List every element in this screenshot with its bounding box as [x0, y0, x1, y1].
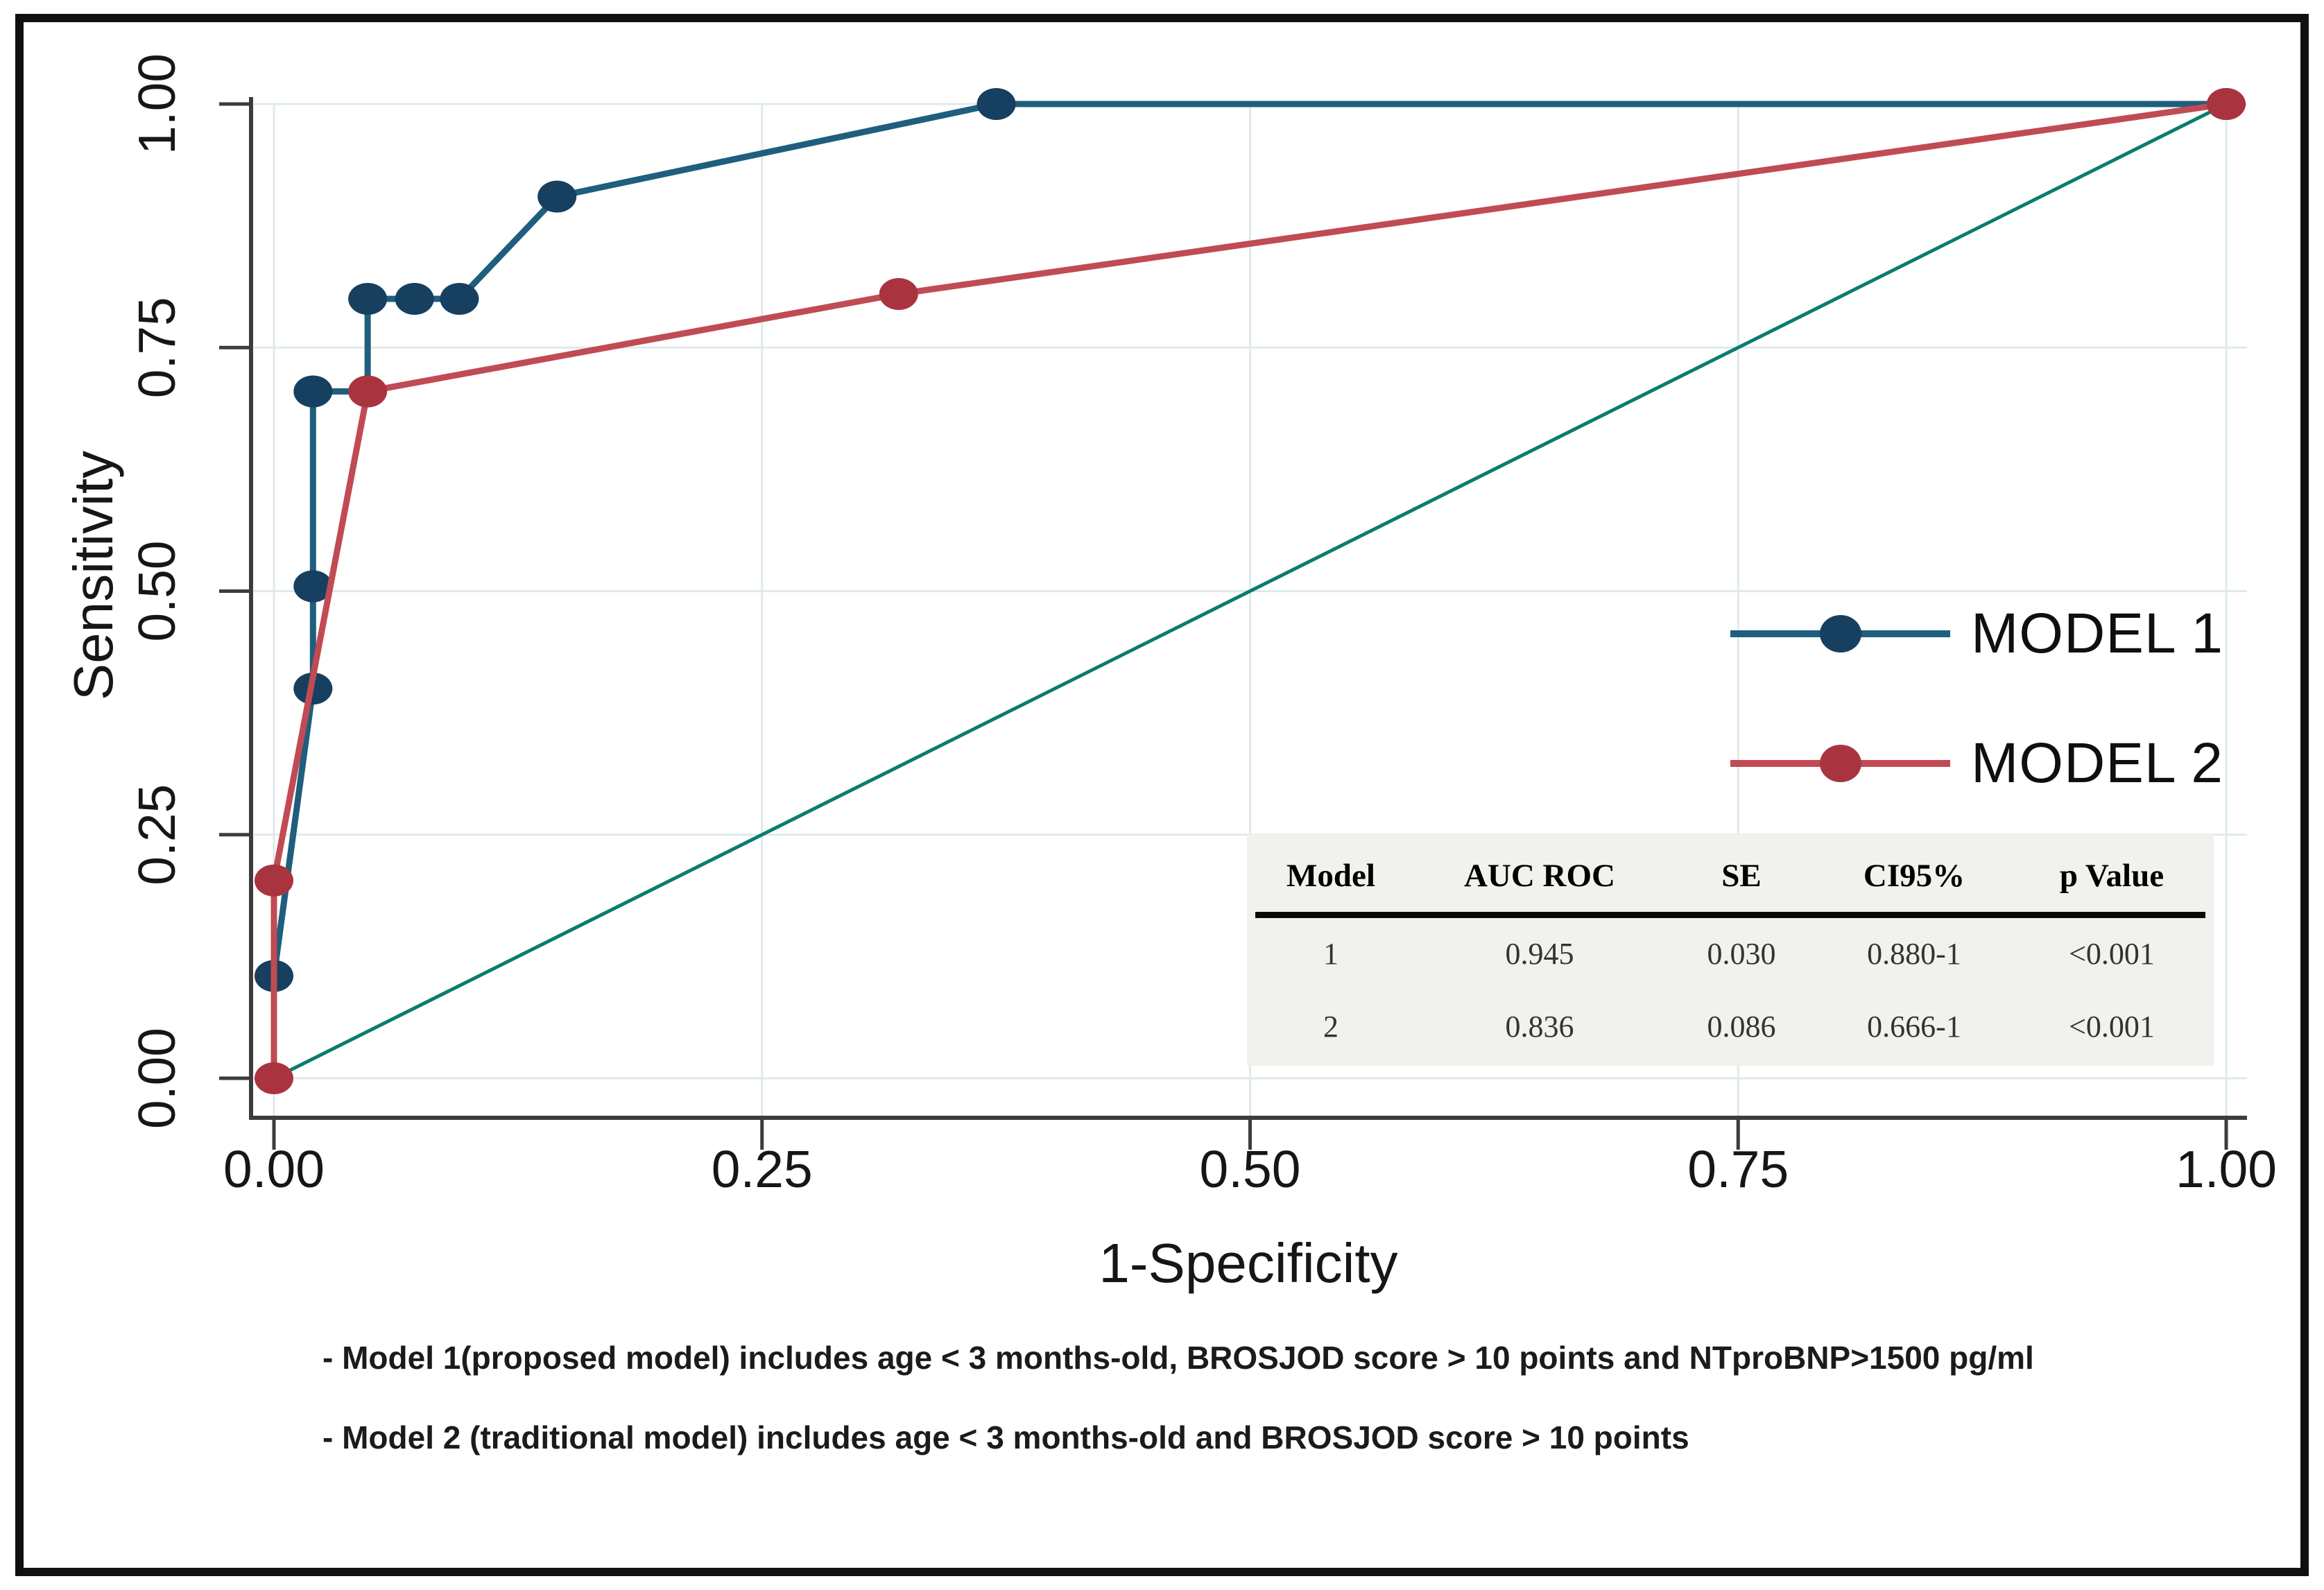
auc-stats-table: Model AUC ROC SE CI95% p Value 1 0.945 0…	[1247, 834, 2214, 1066]
cell-model: 2	[1323, 1009, 1339, 1044]
data-point-model-1	[293, 375, 333, 408]
col-header-model: Model	[1286, 858, 1375, 894]
x-tick-label: 0.50	[1200, 1140, 1301, 1198]
data-point-model-1	[348, 283, 388, 315]
x-tick-label: 0.25	[712, 1140, 813, 1198]
series-line-reference	[272, 102, 2228, 1080]
x-tick-label: 1.00	[2176, 1140, 2277, 1198]
x-axis-title: 1-Specificity	[1099, 1232, 1398, 1294]
cell-ci95: 0.880-1	[1867, 936, 1961, 971]
cell-se: 0.030	[1707, 936, 1776, 971]
y-tick-label: 1.00	[128, 53, 186, 155]
data-point-model-1	[395, 283, 434, 315]
footnote-model2: - Model 2 (traditional model) includes a…	[322, 1419, 1689, 1455]
data-point-model-2	[879, 277, 918, 310]
col-header-ci95: CI95%	[1863, 858, 1965, 894]
cell-se: 0.086	[1707, 1009, 1776, 1044]
col-header-se: SE	[1721, 858, 1762, 894]
cell-auc-roc: 0.836	[1505, 1009, 1574, 1044]
cell-p-value: <0.001	[2069, 1009, 2155, 1044]
data-point-model-2	[255, 864, 293, 897]
x-tick-label: 0.75	[1687, 1140, 1789, 1198]
cell-auc-roc: 0.945	[1505, 936, 1574, 971]
table-header-rule	[1255, 912, 2205, 918]
y-tick-label: 0.50	[128, 541, 186, 642]
legend-marker	[1820, 615, 1861, 653]
table-row-model1: 1 0.945 0.030 0.880-1 <0.001	[1247, 919, 2214, 988]
data-point-model-2	[255, 1062, 293, 1094]
roc-series	[255, 88, 2246, 1094]
axis-tick-labels: 0.00 0.25 0.50 0.75 1.00 0.00 0.25 0.50 0.75 1.00	[128, 53, 2277, 1198]
legend-label-model1: MODEL 1	[1971, 602, 2223, 665]
axes	[219, 97, 2247, 1150]
data-point-model-2	[348, 375, 388, 408]
table-row-model2: 2 0.836 0.086 0.666-1 <0.001	[1247, 992, 2214, 1061]
legend-marker	[1820, 745, 1861, 782]
data-point-model-1	[293, 570, 333, 603]
y-tick-label: 0.00	[128, 1028, 186, 1129]
footnote-model1: - Model 1(proposed model) includes age <…	[322, 1340, 2034, 1376]
data-point-model-1	[440, 283, 479, 315]
y-axis-title: Sensitivity	[62, 450, 124, 701]
data-point-model-2	[2207, 88, 2246, 120]
x-tick-label: 0.00	[223, 1140, 325, 1198]
y-tick-label: 0.75	[128, 297, 186, 398]
col-header-auc-roc: AUC ROC	[1463, 858, 1616, 894]
legend-swatches	[1730, 615, 1950, 782]
auc-table-header-row: Model AUC ROC SE CI95% p Value	[1247, 840, 2214, 912]
series-line-model-1	[270, 101, 2230, 1082]
cell-p-value: <0.001	[2069, 936, 2155, 971]
cell-model: 1	[1323, 936, 1339, 971]
data-point-model-1	[976, 88, 1016, 120]
data-point-model-1	[537, 180, 577, 213]
cell-ci95: 0.666-1	[1867, 1009, 1961, 1044]
legend-label-model2: MODEL 2	[1971, 732, 2223, 795]
col-header-p-value: p Value	[2059, 858, 2164, 894]
y-tick-label: 0.25	[128, 784, 186, 885]
